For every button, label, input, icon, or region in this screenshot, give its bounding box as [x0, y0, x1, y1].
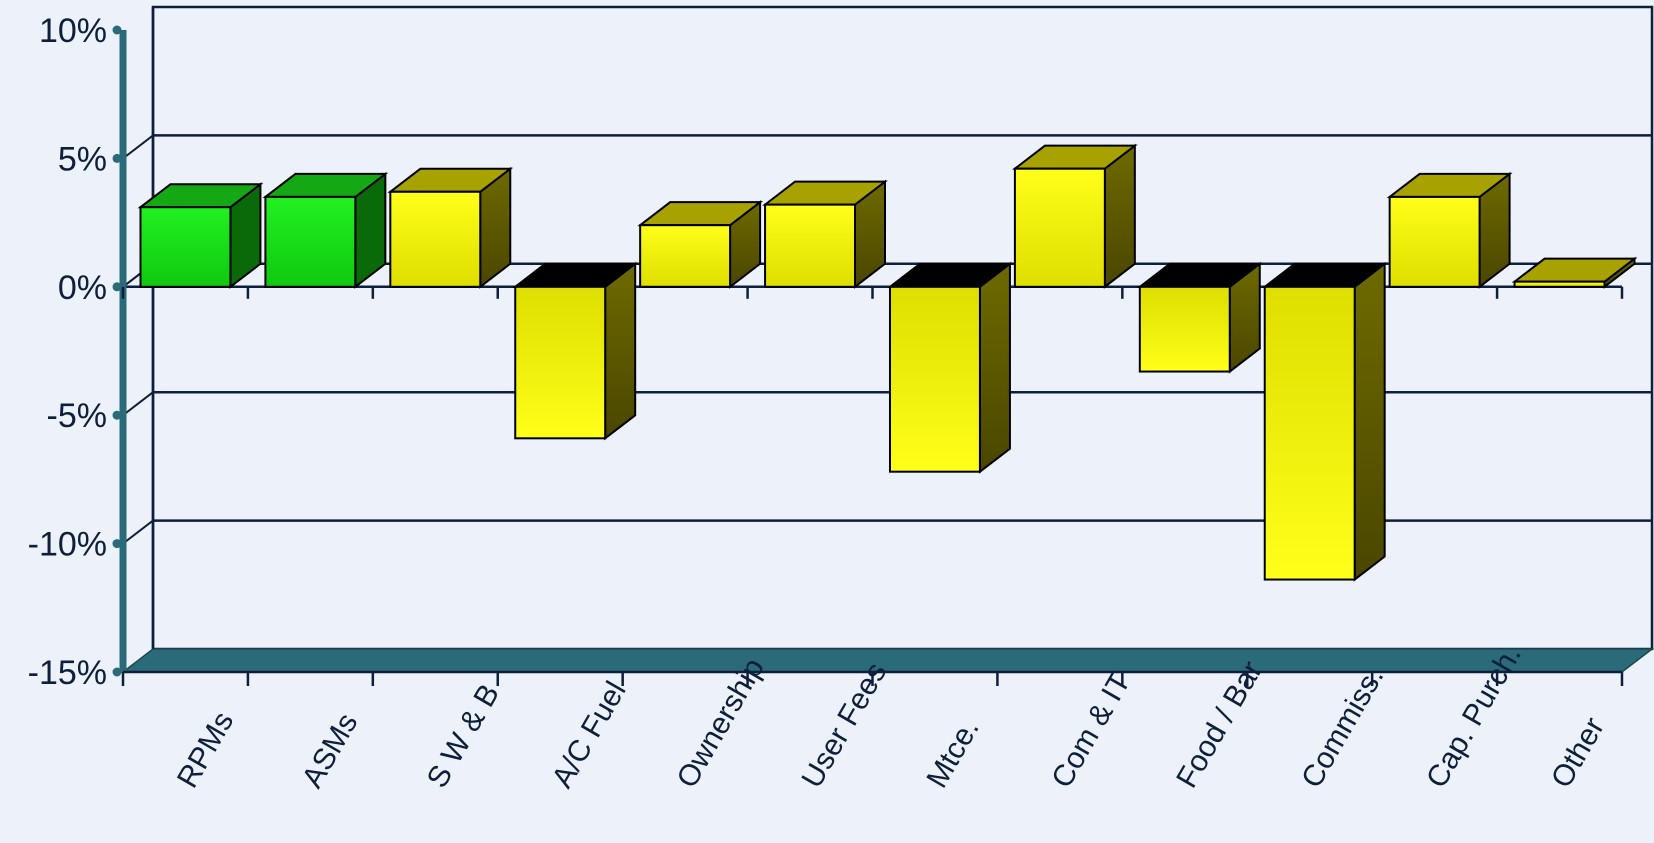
bar-front: [514, 285, 607, 440]
category-label: Other: [1545, 712, 1611, 793]
bar-front: [888, 285, 981, 473]
bar-side: [1103, 143, 1136, 289]
y-tick-mark: [112, 410, 122, 420]
y-tick-label: 0%: [58, 269, 107, 307]
bar-front: [1513, 280, 1606, 288]
category-label: User Fees: [796, 657, 894, 793]
y-tick-label: -5%: [47, 397, 107, 435]
bar-front: [1013, 167, 1106, 288]
y-tick-mark: [112, 25, 122, 35]
bars: [137, 143, 1638, 582]
bar-front: [264, 195, 357, 288]
category-label: Mtce.: [920, 713, 985, 793]
y-tick-mark: [112, 667, 122, 677]
plot-back-wall: [120, 5, 1654, 673]
bar-front: [1138, 285, 1231, 373]
bar-9: [1136, 261, 1263, 374]
category-label: A/C Fuel: [546, 676, 633, 794]
gridline-side: [122, 519, 154, 545]
bar-side: [1353, 261, 1386, 582]
bar-11: [1386, 171, 1513, 289]
bar-front: [1388, 195, 1481, 288]
y-axis: 10% 5% 0% -5% -10% -15%: [28, 7, 1624, 692]
category-label: Food / Bar: [1170, 656, 1269, 794]
bar-front: [389, 190, 482, 288]
y-tick-mark: [112, 539, 122, 549]
bar-12: [1511, 256, 1638, 289]
y-tick-label: -10%: [28, 526, 107, 564]
bar-front: [1263, 285, 1356, 581]
bar-1: [137, 182, 264, 289]
category-label: Commiss.: [1295, 662, 1390, 794]
bar-front: [764, 203, 857, 288]
category-label: S W & B: [421, 679, 506, 794]
bar-side: [978, 261, 1011, 474]
y-tick-label: 5%: [58, 140, 107, 178]
bar-front: [639, 224, 732, 288]
bar-7: [887, 261, 1013, 474]
category-label: Com & IT: [1045, 667, 1137, 793]
plot-floor: [120, 648, 1654, 673]
category-label: Ownership: [671, 653, 771, 794]
bar-5: [637, 200, 764, 289]
bar-3: [387, 166, 514, 289]
bar-2: [262, 171, 389, 289]
bar-10: [1261, 261, 1388, 582]
gridline-side: [122, 134, 154, 160]
bar-8: [1011, 143, 1138, 289]
y-tick-mark: [112, 153, 122, 163]
bar-6: [762, 179, 888, 289]
category-label: ASMs: [296, 708, 365, 794]
bar-side: [604, 261, 637, 441]
category-label: RPMs: [171, 706, 240, 793]
bar-front: [139, 206, 232, 288]
y-tick-label: -15%: [28, 654, 107, 692]
y-tick-label: 10%: [39, 12, 107, 50]
y-tick-mark: [112, 282, 122, 292]
gridline-side: [122, 391, 154, 416]
bar-4: [512, 261, 639, 441]
